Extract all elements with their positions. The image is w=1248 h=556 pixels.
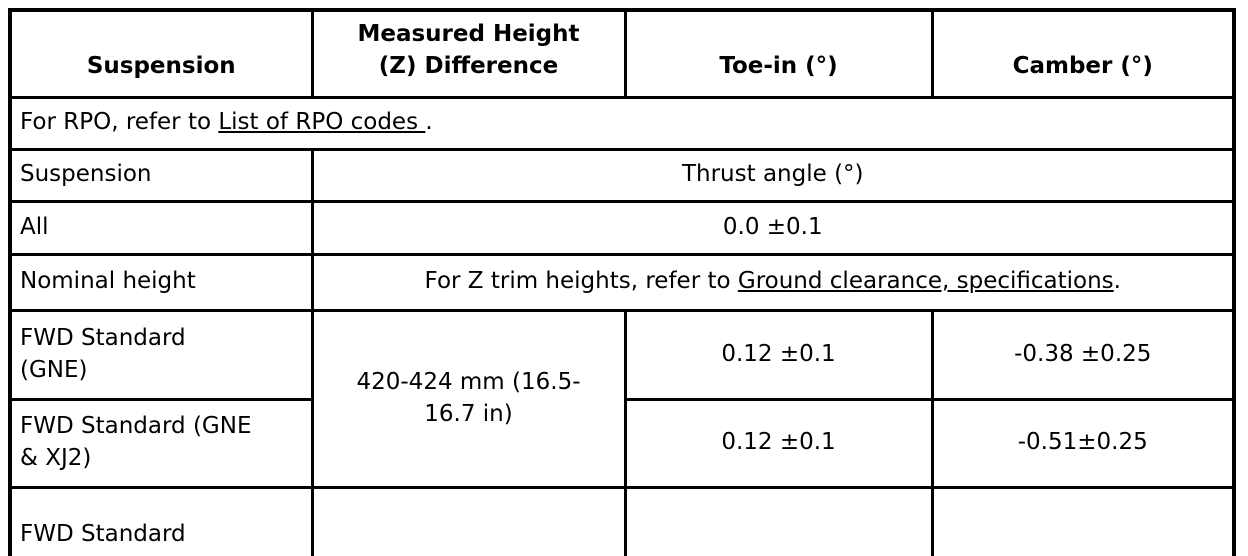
camber-value-cell: -0.38 ±0.25 bbox=[930, 308, 1236, 401]
rpo-note-prefix: For RPO, refer to bbox=[20, 109, 219, 136]
camber-value-cell: -0.51±0.25 bbox=[930, 397, 1236, 489]
spec-row-fwd-standard-gne: FWD Standard (GNE) 420-424 mm (16.5- 16.… bbox=[8, 308, 1236, 489]
nominal-height-label: Nominal height bbox=[8, 252, 314, 312]
measured-height-value-cell: 420-424 mm (16.5- 16.7 in) bbox=[310, 308, 627, 489]
thrust-angle-value-row: All 0.0 ±0.1 bbox=[8, 199, 1236, 256]
header-row: Suspension Measured Height (Z) Differenc… bbox=[8, 8, 1236, 99]
z-trim-note-prefix: For Z trim heights, refer to bbox=[424, 268, 738, 295]
rpo-note-cell: For RPO, refer to List of RPO codes . bbox=[8, 95, 1236, 151]
suspension-cell: FWD Standard (GNE & XJ2) bbox=[8, 397, 314, 489]
ground-clearance-specifications-link[interactable]: Ground clearance, specifications bbox=[737, 268, 1114, 295]
header-toe-in: Toe-in (°) bbox=[623, 8, 934, 99]
header-suspension: Suspension bbox=[8, 8, 314, 99]
header-measured-height: Measured Height (Z) Difference bbox=[310, 8, 627, 99]
toe-in-value-cell: 0.12 ±0.1 bbox=[623, 308, 934, 401]
header-camber: Camber (°) bbox=[930, 8, 1236, 99]
z-trim-note-suffix: . bbox=[1113, 268, 1121, 295]
rpo-note-row: For RPO, refer to List of RPO codes . bbox=[8, 95, 1236, 151]
z-trim-heights-note-cell: For Z trim heights, refer to Ground clea… bbox=[310, 252, 1236, 312]
measured-height-value-cell bbox=[310, 485, 627, 556]
suspension-cell: FWD Standard (GNE) bbox=[8, 308, 314, 401]
spec-row-fwd-standard-gne-xj2: FWD Standard (GNE & XJ2) 0.12 ±0.1 -0.51… bbox=[8, 397, 1236, 489]
suspension-cell: FWD Standard bbox=[8, 485, 314, 556]
thrust-angle-header-cell: Thrust angle (°) bbox=[310, 147, 1236, 203]
thrust-angle-value-cell: 0.0 ±0.1 bbox=[310, 199, 1236, 256]
wheel-alignment-spec-table: Suspension Measured Height (Z) Differenc… bbox=[8, 8, 1236, 556]
all-row-label: All bbox=[8, 199, 314, 256]
rpo-note-suffix: . bbox=[425, 109, 433, 136]
spec-row-fwd-standard-partial: FWD Standard bbox=[8, 485, 1236, 556]
thrust-angle-header-row: Suspension Thrust angle (°) bbox=[8, 147, 1236, 203]
nominal-height-row: Nominal height For Z trim heights, refer… bbox=[8, 252, 1236, 312]
toe-in-value-cell: 0.12 ±0.1 bbox=[623, 397, 934, 489]
list-of-rpo-codes-link[interactable]: List of RPO codes bbox=[218, 109, 426, 136]
camber-value-cell bbox=[930, 485, 1236, 556]
toe-in-value-cell bbox=[623, 485, 934, 556]
thrust-row-label: Suspension bbox=[8, 147, 314, 203]
